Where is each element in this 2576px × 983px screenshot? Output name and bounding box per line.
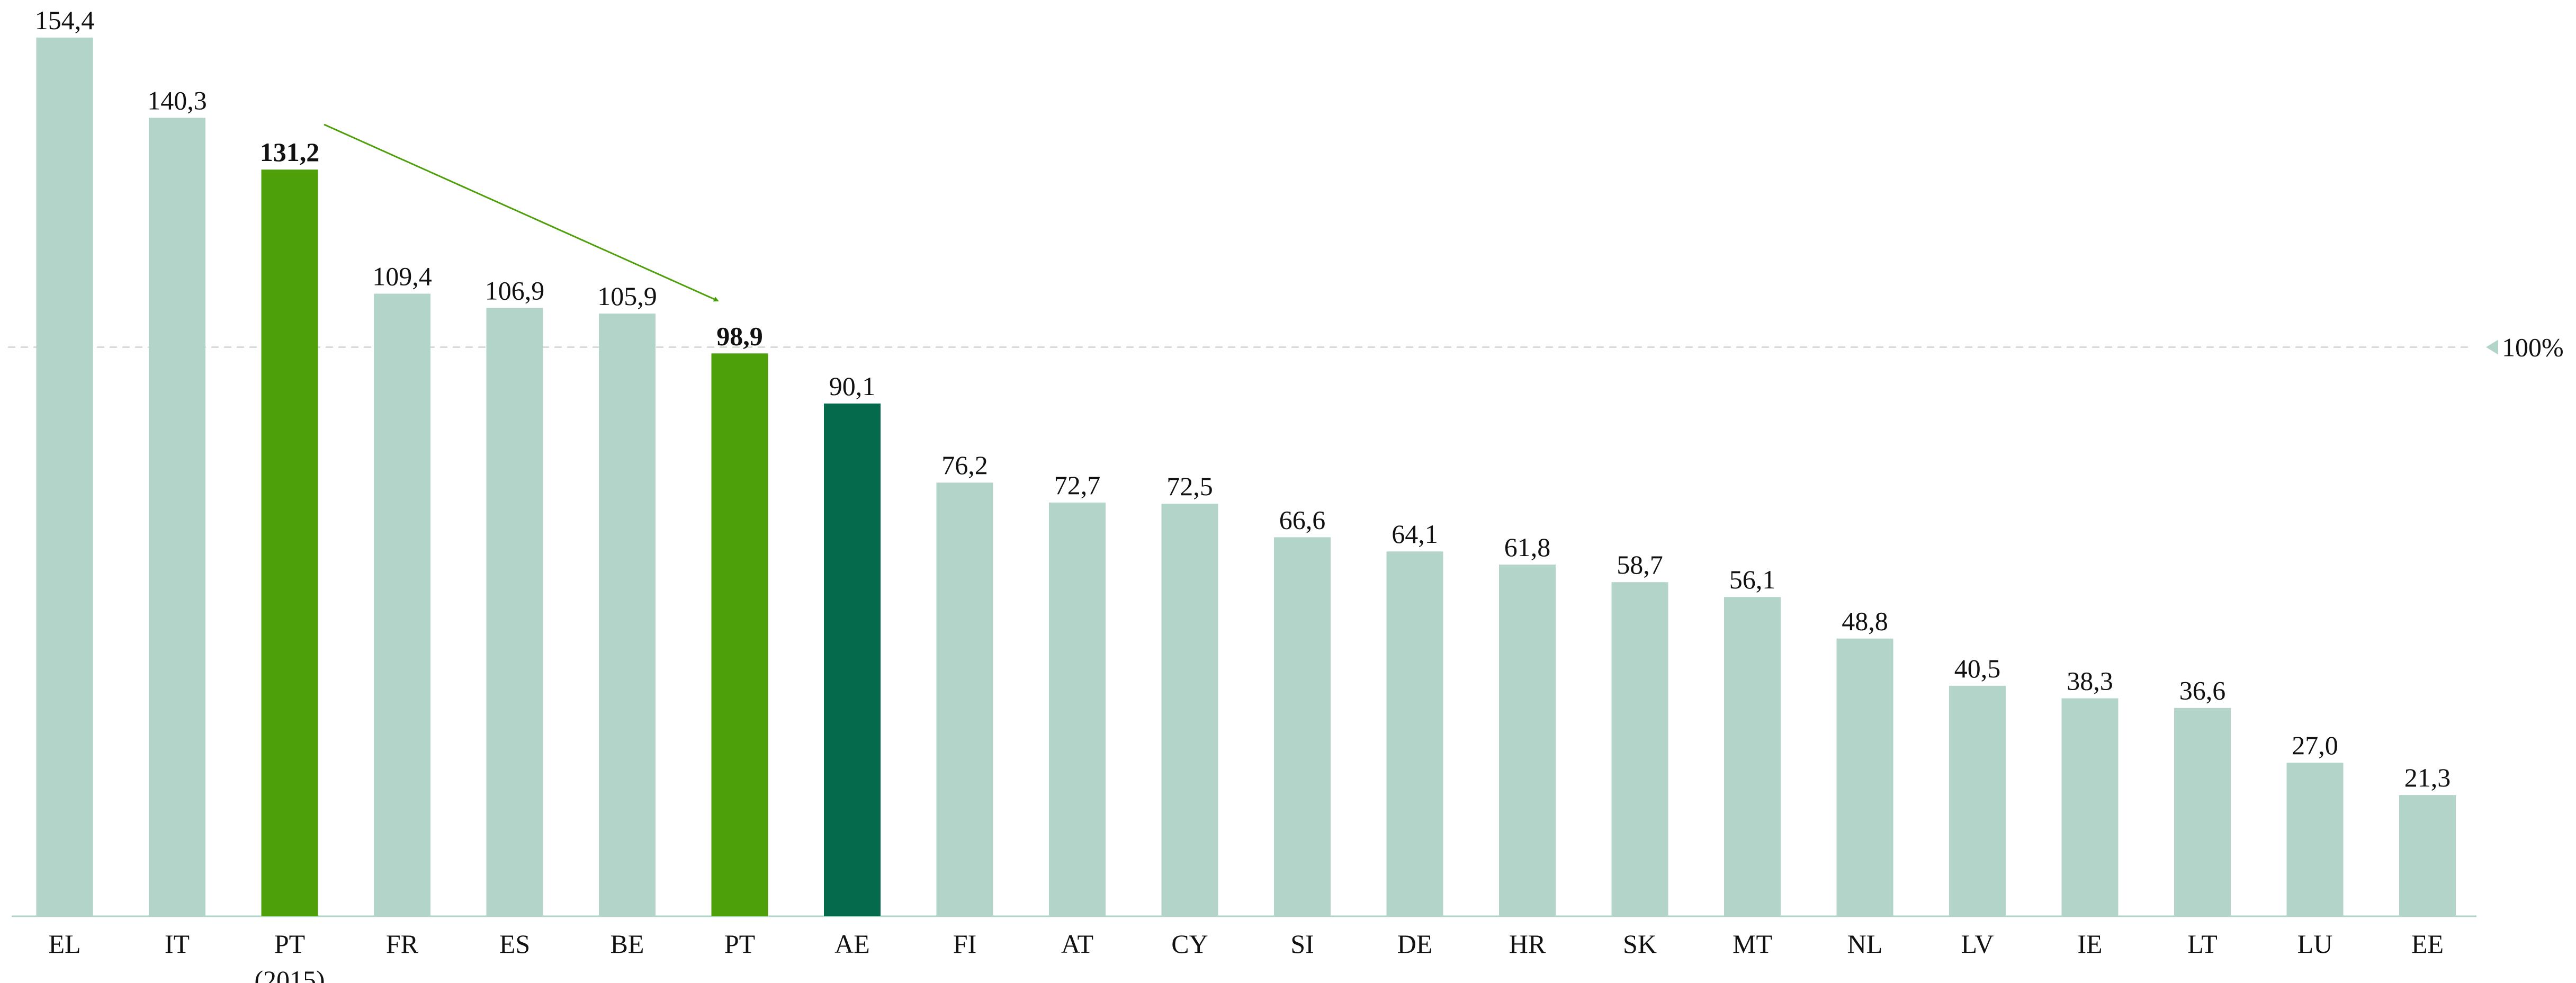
bar (1274, 537, 1331, 916)
value-label: 72,7 (1054, 470, 1101, 500)
bar (486, 308, 543, 916)
bar (1049, 502, 1106, 916)
x-tick-label: CY (1171, 929, 1208, 959)
x-tick-label: ES (499, 929, 531, 959)
x-tick-label: IT (164, 929, 190, 959)
x-tick-label: LT (2187, 929, 2218, 959)
bar (824, 403, 881, 916)
bar (374, 293, 430, 916)
bar (2061, 698, 2119, 916)
bar (1161, 503, 1218, 916)
value-label: 72,5 (1166, 471, 1213, 501)
bar (2174, 708, 2231, 916)
value-label: 90,1 (829, 371, 876, 401)
x-tick-label: HR (1509, 929, 1546, 959)
x-tick-label: LU (2297, 929, 2333, 959)
value-label: 27,0 (2292, 730, 2338, 760)
bar (2286, 762, 2344, 916)
value-label: 56,1 (1729, 565, 1776, 594)
value-label: 64,1 (1392, 519, 1438, 549)
x-tick-label: NL (1847, 929, 1883, 959)
bar (1611, 582, 1668, 916)
value-label: 106,9 (485, 275, 545, 305)
x-tick-label: EL (48, 929, 81, 959)
value-label: 105,9 (597, 281, 657, 311)
x-tick-label: IE (2077, 929, 2103, 959)
value-label: 40,5 (1954, 654, 2001, 683)
x-tick-label: FI (953, 929, 977, 959)
bar (261, 169, 318, 916)
value-label: 66,6 (1279, 505, 1326, 534)
value-label: 61,8 (1504, 532, 1551, 562)
x-tick-label: AE (834, 929, 870, 959)
bar (2399, 795, 2456, 916)
x-tick-label: EE (2411, 929, 2444, 959)
value-label: 58,7 (1617, 550, 1663, 579)
x-tick-label: PT (2015) (254, 929, 325, 983)
value-label: 38,3 (2067, 666, 2113, 695)
bar (1724, 597, 1781, 916)
value-label: 36,6 (2179, 676, 2226, 705)
x-tick-label: LV (1961, 929, 1994, 959)
bar (149, 118, 205, 916)
x-tick-label: BE (610, 929, 644, 959)
bar (936, 482, 993, 916)
bar (711, 353, 768, 917)
bar (1386, 551, 1443, 916)
x-tick-label: FR (385, 929, 419, 959)
bar (1836, 638, 1893, 916)
arrow (324, 123, 719, 302)
x-tick-label: DE (1397, 929, 1433, 959)
value-label: 154,4 (35, 5, 95, 35)
x-tick-label: AT (1061, 929, 1094, 959)
x-tick-label: SI (1290, 929, 1314, 959)
bar (1499, 564, 1556, 916)
x-tick-label: MT (1733, 929, 1772, 959)
value-label: 131,2 (260, 137, 320, 167)
x-tick-label: SK (1623, 929, 1657, 959)
value-label: 21,3 (2404, 763, 2451, 792)
bar (36, 37, 93, 916)
reference-label: 100% (2502, 332, 2564, 362)
bar (1949, 685, 2006, 916)
x-tick-label: PT (724, 929, 756, 959)
value-label: 140,3 (147, 85, 207, 115)
reference-marker (2486, 339, 2498, 355)
value-label: 76,2 (941, 450, 988, 480)
bar (599, 314, 656, 916)
value-label: 98,9 (716, 321, 763, 351)
value-label: 109,4 (372, 261, 432, 291)
value-label: 48,8 (1842, 606, 1888, 636)
